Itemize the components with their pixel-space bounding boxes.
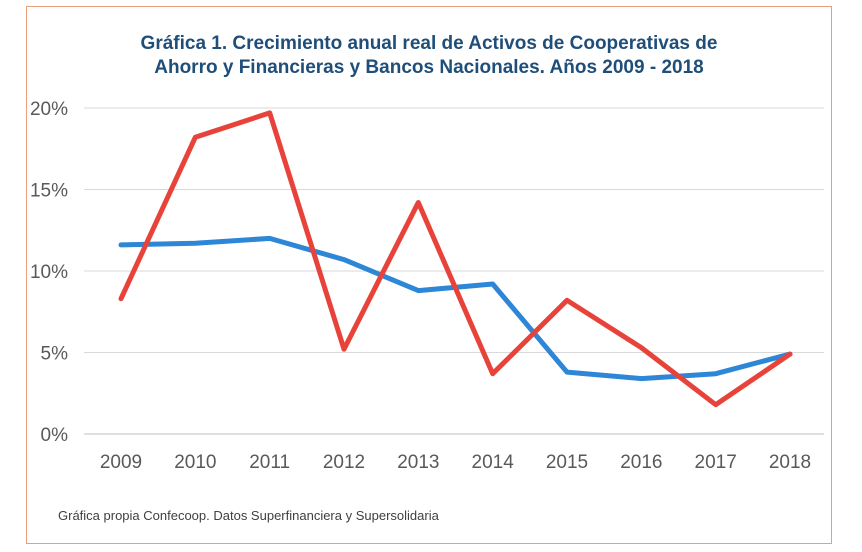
y-tick-label: 20%: [30, 99, 68, 120]
source-note: Gráfica propia Confecoop. Datos Superfin…: [58, 508, 439, 523]
x-tick-label: 2014: [472, 452, 515, 473]
chart-title-line-1: Gráfica 1. Crecimiento anual real de Act…: [140, 33, 718, 54]
y-axis-ticks: 0% 5% 10% 15% 20%: [30, 99, 68, 446]
series-line-1: [118, 235, 793, 382]
chart-title-line-2: Ahorro y Financieras y Bancos Nacionales…: [154, 57, 704, 78]
grid-lines: [84, 107, 824, 435]
chart-title: Gráfica 1. Crecimiento anual real de Act…: [26, 32, 832, 80]
x-tick-label: 2010: [174, 452, 216, 473]
x-tick-label: 2018: [769, 452, 811, 473]
x-tick-label: 2009: [100, 452, 142, 473]
y-tick-label: 0%: [41, 425, 69, 446]
x-tick-label: 2017: [695, 452, 737, 473]
y-tick-label: 5%: [41, 344, 69, 365]
y-tick-label: 15%: [30, 181, 68, 202]
x-tick-label: 2015: [546, 452, 588, 473]
x-tick-label: 2013: [397, 452, 439, 473]
series-line-2: [118, 110, 793, 408]
chart-frame: [26, 6, 832, 544]
x-tick-label: 2011: [249, 452, 290, 473]
x-tick-label: 2016: [620, 452, 662, 473]
x-axis-ticks: 2009 2010 2011 2012 2013 2014 2015 2016 2017 2018: [100, 452, 811, 473]
x-tick-label: 2012: [323, 452, 365, 473]
series-lines: [118, 110, 793, 408]
y-tick-label: 10%: [30, 262, 68, 283]
